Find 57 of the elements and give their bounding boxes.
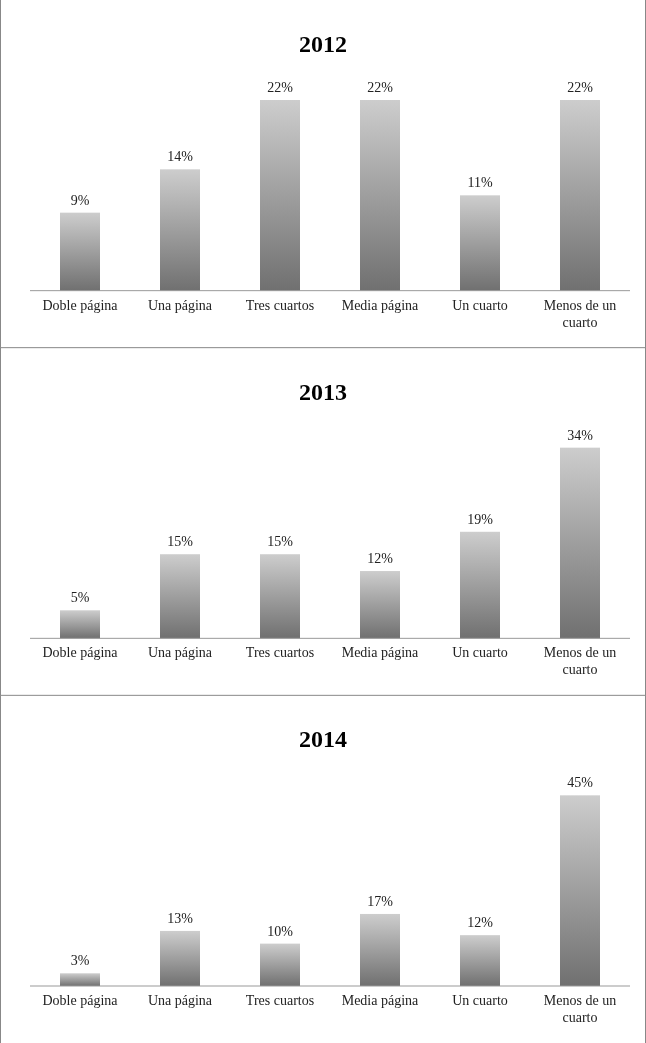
x-tick-label: Menos de un cuarto: [543, 993, 617, 1025]
data-label: 22%: [367, 80, 394, 95]
x-tick-label: Una página: [147, 297, 213, 313]
x-tick-label: Media página: [341, 297, 420, 313]
chart-title: 2014: [299, 726, 347, 753]
bar: [460, 195, 500, 291]
bar: [460, 531, 500, 639]
x-tick-label: Una página: [147, 645, 213, 661]
bar: [360, 100, 400, 291]
x-tick-label: Tres cuartos: [245, 645, 315, 661]
x-tick-label: Una página: [147, 993, 213, 1008]
data-label: 34%: [567, 427, 594, 443]
data-label: 9%: [70, 192, 90, 208]
x-tick-label: Doble página: [42, 645, 119, 661]
data-label: 14%: [167, 149, 194, 165]
x-tick-label: Un cuarto: [452, 297, 508, 313]
x-tick-label: Menos de un cuarto: [543, 297, 617, 330]
data-label: 5%: [70, 590, 90, 606]
data-label: 19%: [467, 511, 494, 527]
bar: [160, 930, 200, 986]
bar: [560, 795, 600, 986]
bar: [560, 447, 600, 639]
x-tick-label: Doble página: [42, 993, 119, 1008]
x-tick-label: Un cuarto: [452, 993, 508, 1008]
data-label: 12%: [367, 551, 394, 567]
chart-title: 2013: [299, 378, 347, 405]
x-tick-label: Menos de un cuarto: [543, 645, 617, 678]
x-tick-label: Media página: [341, 645, 420, 661]
data-label: 10%: [267, 923, 294, 939]
x-tick-label: Tres cuartos: [245, 993, 315, 1008]
bar: [360, 913, 400, 986]
x-tick-label: Tres cuartos: [245, 297, 315, 313]
bar: [160, 169, 200, 291]
bar: [460, 935, 500, 986]
bar: [360, 571, 400, 639]
bar: [60, 973, 100, 986]
data-label: 11%: [467, 175, 493, 191]
bar: [260, 554, 300, 639]
data-label: 15%: [167, 534, 194, 550]
data-label: 22%: [267, 80, 294, 95]
bar: [60, 610, 100, 639]
data-label: 17%: [367, 893, 394, 909]
bar: [260, 100, 300, 291]
data-label: 12%: [467, 915, 494, 931]
x-tick-label: Un cuarto: [452, 645, 508, 661]
bar: [260, 943, 300, 986]
data-label: 13%: [167, 910, 194, 926]
chart-title: 2012: [299, 31, 347, 57]
x-tick-label: Doble página: [42, 297, 119, 313]
data-label: 22%: [567, 80, 594, 95]
data-label: 3%: [70, 953, 90, 969]
data-label: 15%: [267, 534, 294, 550]
data-label: 45%: [567, 775, 594, 791]
bar: [160, 554, 200, 639]
bar: [60, 212, 100, 291]
bar: [560, 100, 600, 291]
x-tick-label: Media página: [341, 993, 420, 1008]
